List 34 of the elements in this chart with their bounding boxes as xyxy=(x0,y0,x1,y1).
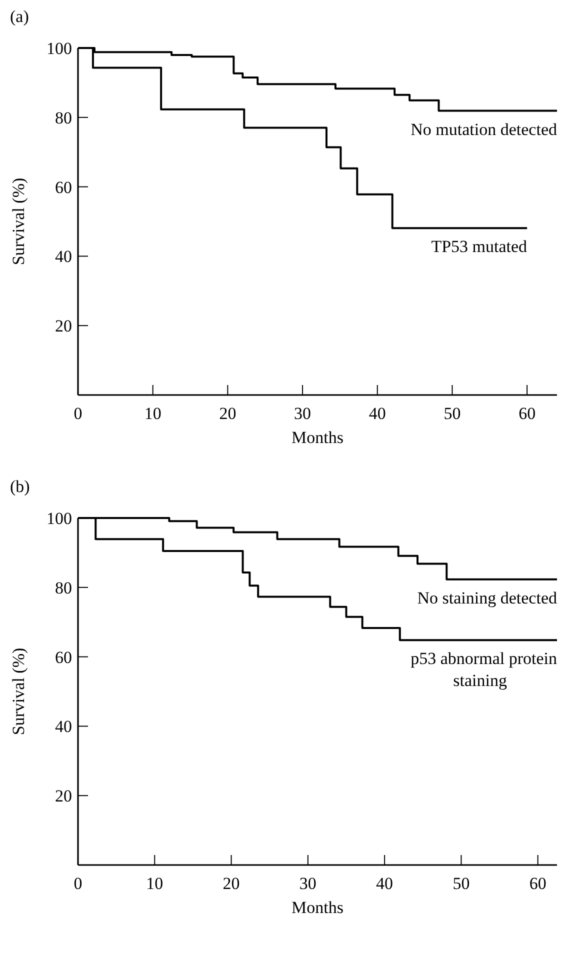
y-tick-label: 20 xyxy=(55,786,72,806)
chart-title: (a) xyxy=(10,7,29,26)
series-label: p53 abnormal protein staining xyxy=(410,649,558,690)
series-label: TP53 mutated xyxy=(431,237,528,256)
y-tick-label: 20 xyxy=(55,316,72,336)
y-tick-label: 60 xyxy=(55,648,72,667)
x-tick-label: 0 xyxy=(74,404,82,423)
x-tick-label: 20 xyxy=(222,874,240,893)
x-tick-label: 0 xyxy=(74,874,82,893)
x-tick-label: 50 xyxy=(444,404,461,423)
y-tick-label: 60 xyxy=(55,178,72,197)
x-axis-title: Months xyxy=(292,898,344,917)
chart-title: (b) xyxy=(10,477,30,496)
y-tick-label: 100 xyxy=(46,39,72,58)
x-tick-label: 40 xyxy=(376,874,394,893)
x-tick-label: 60 xyxy=(529,874,546,893)
x-tick-label: 10 xyxy=(146,874,164,893)
series-label: No mutation detected xyxy=(410,120,558,139)
y-tick-label: 80 xyxy=(55,578,72,598)
x-tick-label: 20 xyxy=(219,404,236,423)
x-tick-label: 30 xyxy=(294,404,312,423)
y-axis-title: Survival (%) xyxy=(9,178,28,266)
series-label: No staining detected xyxy=(417,588,558,608)
y-tick-label: 100 xyxy=(46,509,72,528)
x-tick-label: 50 xyxy=(452,874,470,893)
x-axis-title: Months xyxy=(292,428,344,447)
y-tick-label: 40 xyxy=(55,247,72,266)
x-tick-label: 10 xyxy=(144,404,162,423)
y-tick-label: 80 xyxy=(55,108,72,128)
x-tick-label: 40 xyxy=(368,404,386,423)
x-tick-label: 30 xyxy=(299,874,316,893)
x-tick-label: 60 xyxy=(518,404,536,423)
y-axis-title: Survival (%) xyxy=(9,648,28,736)
y-tick-label: 40 xyxy=(55,717,72,736)
